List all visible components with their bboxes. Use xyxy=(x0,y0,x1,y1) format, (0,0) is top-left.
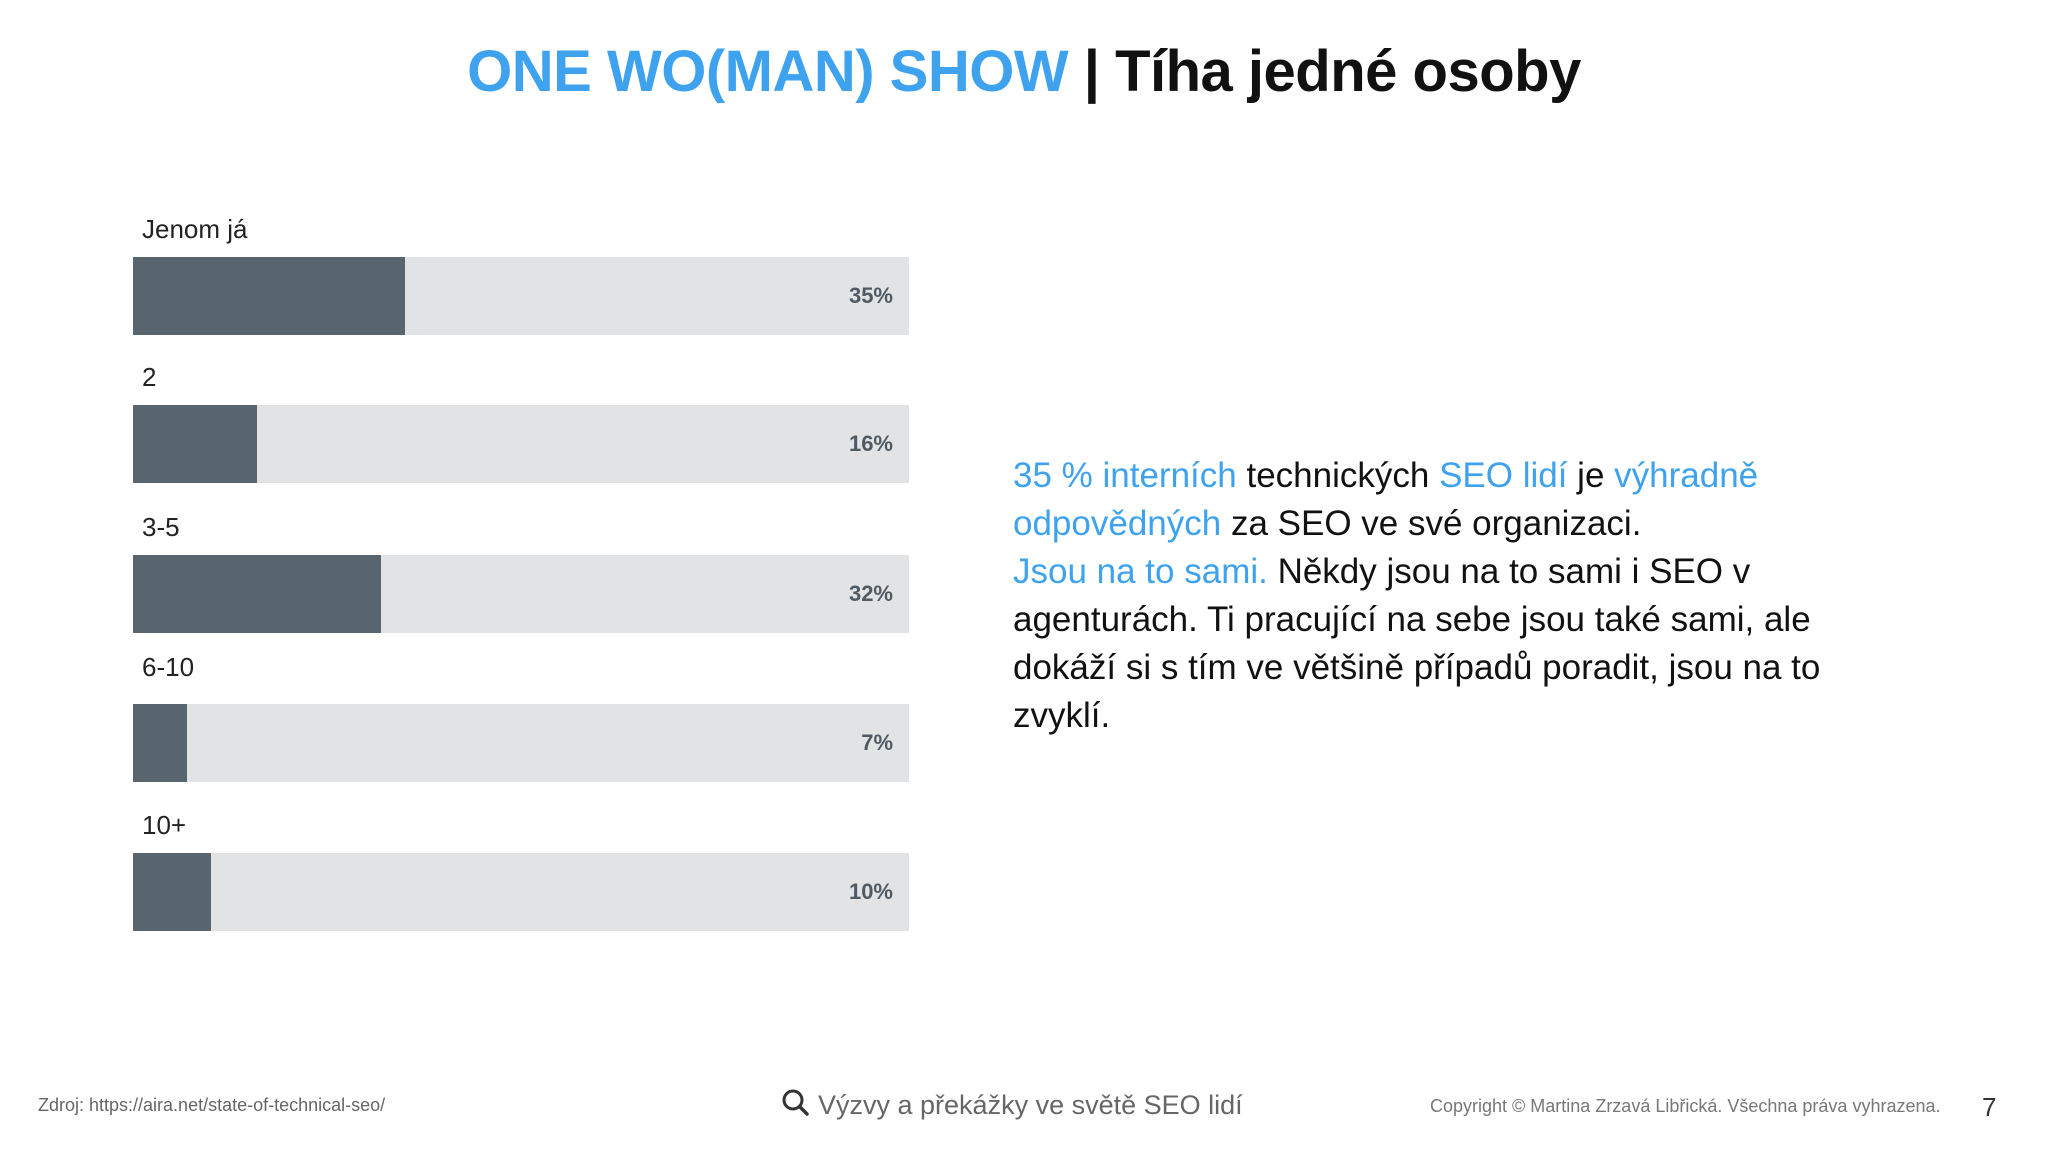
body-highlight: Jsou na to sami. xyxy=(1013,552,1268,591)
footer-copyright: Copyright © Martina Zrzavá Libřická. Vše… xyxy=(1430,1096,1941,1116)
search-icon xyxy=(780,1087,810,1124)
bar xyxy=(133,257,405,335)
bar-track: 10% xyxy=(133,853,909,931)
page-number: 7 xyxy=(1982,1092,1997,1122)
bar-value-label: 10% xyxy=(848,879,893,904)
bar-category-label: Jenom já xyxy=(142,214,248,244)
bar-category-label: 2 xyxy=(142,362,157,392)
bar-chart: Jenom já 35% 2 16% 3-5 32% 6-10 7% 10+ 10% xyxy=(0,0,1000,1000)
bar-track: 7% xyxy=(133,704,909,782)
bar-track: 35% xyxy=(133,257,909,335)
body-text-span: Někdy jsou na to sami i SEO v agenturách… xyxy=(1013,552,1821,735)
footer-center: Výzvy a překážky ve světě SEO lidí xyxy=(780,1087,1243,1124)
bar xyxy=(133,704,188,782)
bar-track: 32% xyxy=(133,555,909,633)
body-highlight: 35 % interních xyxy=(1013,456,1237,495)
body-text-span: je xyxy=(1567,456,1615,495)
bar xyxy=(133,853,211,931)
title-separator: | xyxy=(1083,39,1100,104)
body-text-span: za SEO ve své organizaci. xyxy=(1221,504,1642,543)
body-highlight: SEO lidí xyxy=(1439,456,1568,495)
bar-category-label: 6-10 xyxy=(142,652,195,682)
bar-value-label: 35% xyxy=(848,283,893,308)
footer-center-label: Výzvy a překážky ve světě SEO lidí xyxy=(818,1090,1243,1120)
body-text: 35 % interních technických SEO lidí je v… xyxy=(1013,452,1913,740)
title-accent: ONE WO(MAN) SHOW xyxy=(467,39,1069,104)
bar xyxy=(133,405,258,483)
bar xyxy=(133,555,382,633)
bar-value-label: 32% xyxy=(848,581,893,606)
body-text-span: technických xyxy=(1236,456,1440,495)
bar-category-label: 10+ xyxy=(142,810,187,840)
body-highlight: výhradně odpovědných xyxy=(1013,456,1759,543)
footer-source: Zdroj: https://aira.net/state-of-technic… xyxy=(38,1095,386,1115)
title-main: Tíha jedné osoby xyxy=(1115,39,1581,104)
bar-track: 16% xyxy=(133,405,909,483)
bar-value-label: 7% xyxy=(861,730,893,755)
bar-value-label: 16% xyxy=(848,431,893,456)
bar-category-label: 3-5 xyxy=(142,512,180,542)
slide-title: ONE WO(MAN) SHOW | Tíha jedné osoby xyxy=(0,38,2048,105)
